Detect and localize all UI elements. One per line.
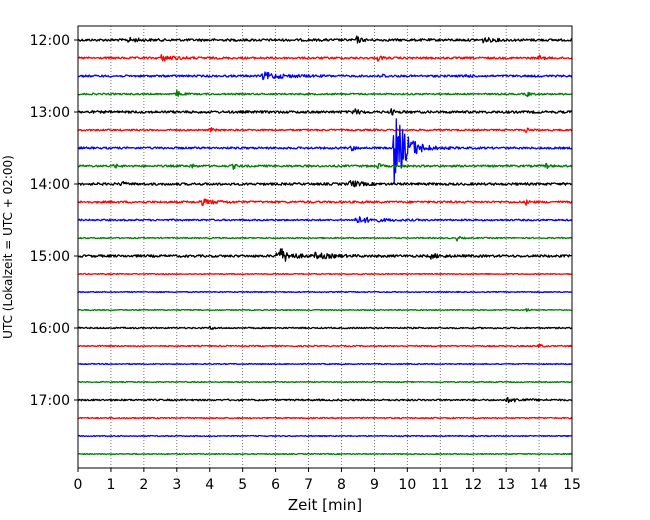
trace-1215 [77,53,573,62]
y-axis: 12:00 13:00 14:00 15:00 16:00 17:00 [30,33,78,409]
trace-1600 [77,325,573,331]
trace-1400 [77,180,573,188]
trace-1345 [77,162,572,170]
x-tick-label: 0 [74,477,83,493]
y-tick-label: 15:00 [30,249,70,265]
y-tick-label: 13:00 [30,105,70,121]
x-tick-label: 1 [106,477,115,493]
trace-1630 [77,362,573,366]
x-tick-label: 2 [139,477,148,493]
traces [77,35,573,456]
trace-1245 [77,89,573,98]
y-tick-label: 17:00 [30,393,70,409]
x-tick-label: 4 [205,477,214,493]
x-axis: 0 1 2 3 4 5 6 7 8 9 10 11 12 13 14 15 [74,468,581,493]
trace-1730 [77,434,573,438]
trace-1200 [77,35,572,44]
trace-1700 [77,396,573,404]
trace-1500 [77,248,573,262]
x-tick-label: 9 [370,477,379,493]
x-tick-label: 15 [563,477,581,493]
x-tick-label: 7 [304,477,313,493]
trace-1330 [77,118,573,184]
trace-1430 [77,216,573,224]
trace-1315 [77,127,573,134]
trace-1230 [77,71,573,81]
trace-1645 [77,380,573,384]
x-tick-label: 10 [398,477,416,493]
y-tick-label: 14:00 [30,177,70,193]
y-axis-label: UTC (Lokalzeit = UTC + 02:00) [1,155,15,339]
x-tick-label: 8 [337,477,346,493]
plot-frame [77,25,573,469]
trace-1745 [78,452,573,456]
x-tick-label: 14 [530,477,548,493]
x-tick-label: 11 [431,477,449,493]
y-tick-label: 16:00 [30,321,70,337]
grid-lines [110,26,540,468]
trace-1545 [78,308,572,313]
trace-1415 [77,198,573,207]
x-tick-label: 13 [497,477,515,493]
y-tick-label: 12:00 [30,33,70,49]
x-axis-label: Zeit [min] [288,496,362,514]
trace-1715 [78,416,573,420]
trace-1530 [77,290,573,294]
trace-1615 [77,343,573,348]
x-tick-label: 3 [172,477,181,493]
trace-1445 [77,235,573,242]
trace-1300 [77,108,573,116]
x-tick-label: 5 [238,477,247,493]
x-tick-label: 12 [464,477,482,493]
trace-1515 [78,272,573,276]
x-tick-label: 6 [271,477,280,493]
